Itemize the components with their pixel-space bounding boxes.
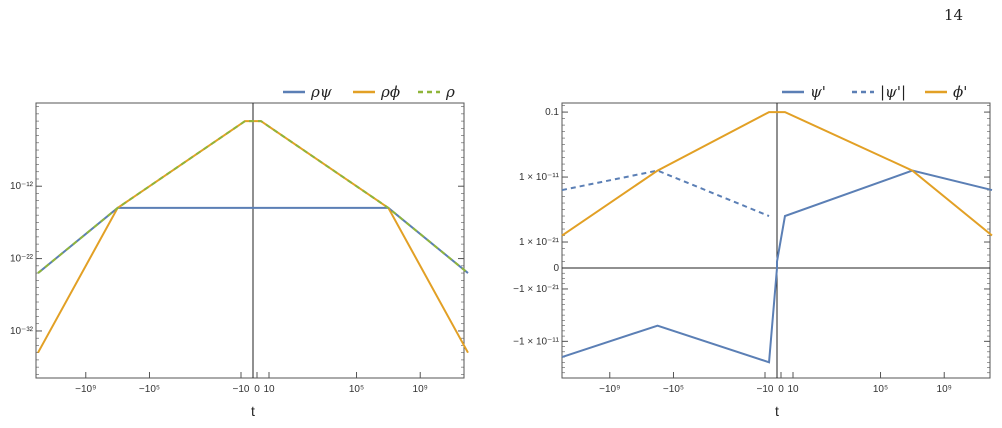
chart-1-frame xyxy=(35,102,465,379)
chart-1-legend-label: ρψ xyxy=(310,83,332,101)
chart-1: 10⁻¹² 10⁻²² 10⁻³² −10⁹ −10⁵ −10 0 10 10⁵ 10⁹ t ρψ ρϕ… xyxy=(10,83,469,419)
chart-2: 0.1 1 × 10⁻¹¹ 1 × 10⁻²¹ 0 −1 × 10⁻²¹ −1 × 10⁻… xyxy=(513,83,993,419)
chart-2-legend-label: ψ' xyxy=(810,83,826,101)
chart-2-y-tick-label: 1 × 10⁻²¹ xyxy=(519,237,560,248)
chart-2-y-tick-label: 1 × 10⁻¹¹ xyxy=(519,172,560,183)
chart-2-y-tick-label: −1 × 10⁻²¹ xyxy=(513,284,560,295)
chart-2-legend-label: |ψ'| xyxy=(880,83,906,101)
chart-1-y-tick-label: 10⁻³² xyxy=(10,326,34,337)
chart-2-x-tick-label: −10⁵ xyxy=(663,384,684,395)
chart-1-y-tick-label: 10⁻²² xyxy=(10,254,34,265)
chart-2-x-tick-label: 10⁹ xyxy=(937,384,952,395)
chart-1-legend-label: ρ xyxy=(445,83,455,101)
chart-2-y-tick-label: 0 xyxy=(553,263,559,274)
chart-2-series-1 xyxy=(561,169,770,217)
chart-1-x-tick-label: 10 xyxy=(263,384,275,395)
page-number: 14 xyxy=(944,6,964,24)
chart-2-y-tick-label: −1 × 10⁻¹¹ xyxy=(513,336,560,347)
chart-2-x-tick-label: 10 xyxy=(787,384,799,395)
chart-2-x-tick-label: −10⁹ xyxy=(599,384,620,395)
chart-1-y-tick-label: 10⁻¹² xyxy=(10,181,34,192)
chart-2-x-tick-label: −10 xyxy=(757,384,774,395)
chart-2-series-0 xyxy=(561,169,993,364)
chart-1-legend-label: ρϕ xyxy=(380,83,400,101)
chart-2-frame xyxy=(561,102,991,379)
chart-2-x-tick-label: 0 xyxy=(778,384,784,395)
chart-2-x-axis-title: t xyxy=(775,403,779,419)
chart-1-x-axis-title: t xyxy=(251,403,255,419)
chart-1-x-tick-label: 10⁵ xyxy=(349,384,364,395)
chart-2-x-tick-label: 10⁵ xyxy=(873,384,888,395)
chart-2-legend-label: ϕ' xyxy=(953,83,967,101)
chart-2-y-tick-label: 0.1 xyxy=(545,107,559,118)
chart-1-series-2 xyxy=(37,120,469,274)
chart-1-x-tick-label: −10⁹ xyxy=(75,384,96,395)
chart-2-series-2 xyxy=(561,111,993,237)
chart-1-x-tick-label: 10⁹ xyxy=(413,384,428,395)
chart-1-x-tick-label: −10 xyxy=(233,384,250,395)
chart-1-x-tick-label: 0 xyxy=(254,384,260,395)
chart-1-x-tick-label: −10⁵ xyxy=(139,384,160,395)
